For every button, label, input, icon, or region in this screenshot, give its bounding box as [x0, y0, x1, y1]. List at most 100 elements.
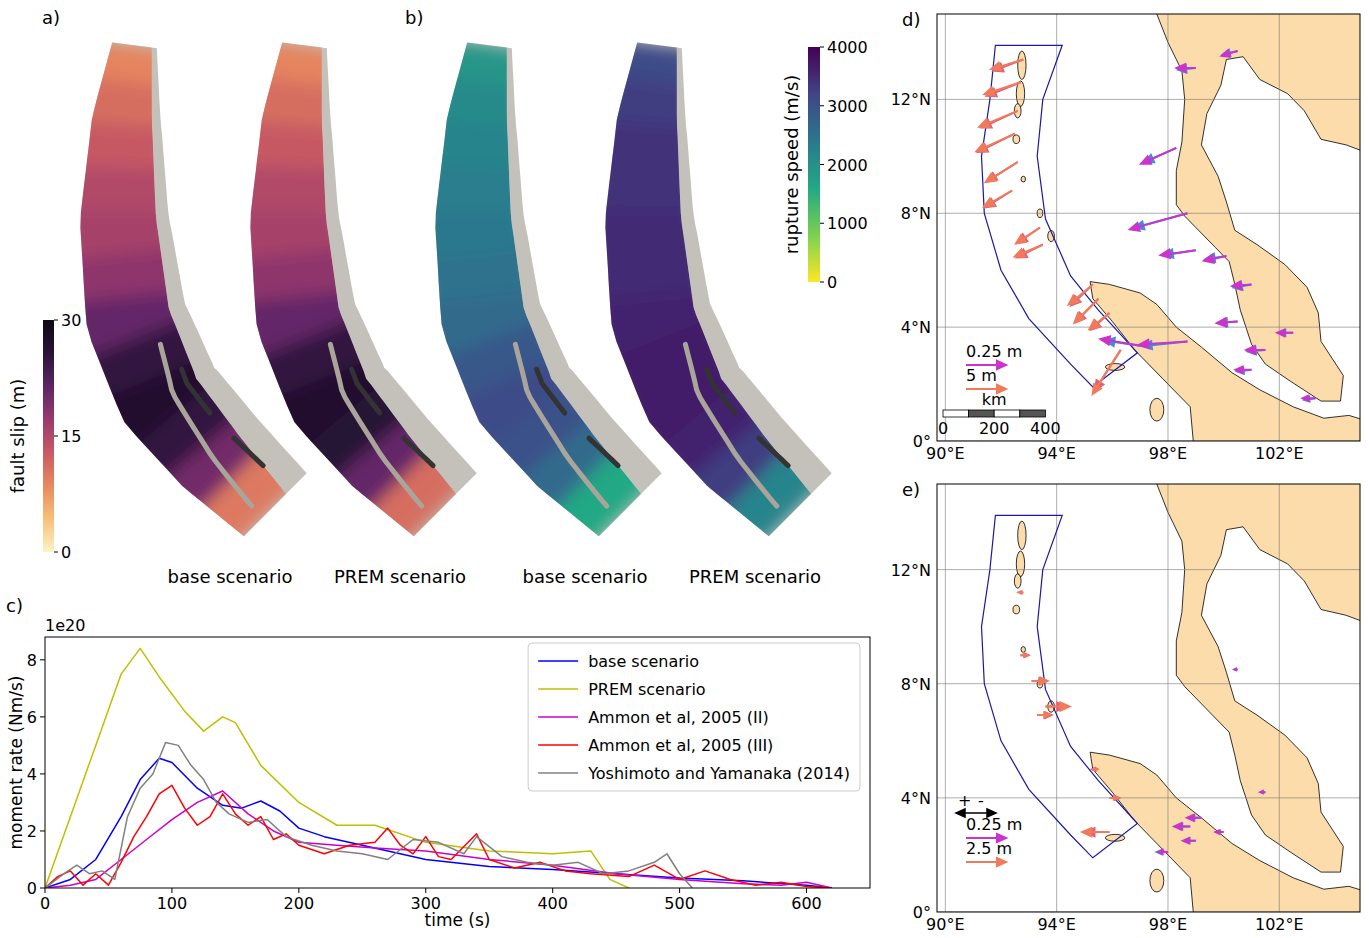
splay-fault: [182, 369, 210, 413]
colorbar-tick-label: 3000: [827, 97, 868, 116]
splay-fault: [759, 438, 788, 465]
colorbar-tick: [820, 105, 824, 106]
island: [1016, 551, 1024, 577]
colorbar-tick: [54, 552, 58, 553]
displacement-arrow: [1277, 330, 1293, 337]
y-tick: [40, 830, 45, 831]
island: [1021, 176, 1025, 182]
y-tick-label: 4°N: [901, 318, 931, 337]
x-tick-label: 0: [40, 894, 50, 913]
grid-line: [937, 213, 1360, 214]
grid-line: [937, 683, 1360, 684]
y-tick-label: 0°: [913, 432, 931, 451]
panel-letter: a): [42, 7, 60, 28]
displacement-arrow: [1187, 815, 1201, 821]
displacement-arrow: [1236, 367, 1252, 374]
legend-label: base scenario: [588, 652, 699, 671]
y-tick-label: 0°: [913, 903, 931, 922]
legend-swatch: [538, 744, 578, 746]
fault-trace: [515, 344, 606, 506]
displacement-arrow: [1032, 678, 1048, 685]
displacement-arrow: [985, 82, 1021, 95]
colorbar-tick: [820, 164, 824, 165]
scale-arrow-label: 2.5 m: [966, 839, 1012, 858]
displacement-arrow: [1069, 284, 1093, 304]
x-tick-label: 500: [664, 894, 695, 913]
scale-arrow-label: 0.25 m: [966, 815, 1022, 834]
grid-line: [937, 99, 1360, 100]
island: [1018, 521, 1026, 550]
figure: a)base scenarioPREM scenario01530fault s…: [0, 0, 1369, 938]
scale-arrow-label: 5 m: [966, 366, 997, 385]
grid-line: [1167, 14, 1168, 441]
y-tick: [40, 773, 45, 774]
legend-label: Ammon et al, 2005 (III): [588, 736, 773, 755]
displacement-arrow: [1183, 838, 1196, 843]
displacement-arrow: [1019, 592, 1024, 594]
scale-bar-title: km: [982, 390, 1007, 409]
displacement-arrow: [977, 134, 1015, 152]
colorbar-tick-label: 0: [827, 273, 837, 292]
y-axis-title: moment rate (Nm/s): [6, 676, 26, 850]
fault-trace: [160, 344, 251, 506]
displacement-arrow: [1016, 228, 1040, 244]
splay-fault: [537, 369, 565, 413]
displacement-arrow: [1232, 281, 1251, 289]
x-tick: [45, 888, 46, 893]
scale-bar-tick-label: 400: [1030, 419, 1061, 438]
grid-line: [1056, 14, 1057, 441]
x-tick-label: 200: [284, 894, 315, 913]
axis-offset-label: 1e20: [45, 616, 85, 635]
displacement-arrow: [1261, 791, 1266, 793]
direction-label: +: [958, 791, 971, 810]
legend-swatch: [538, 688, 578, 690]
fault-values: [234, 40, 468, 547]
plot-frame: [45, 637, 870, 888]
legend-label: PREM scenario: [588, 680, 706, 699]
colorbar-tick-label: 15: [61, 427, 81, 446]
grid-line: [1056, 484, 1057, 912]
displacement-arrow: [1234, 669, 1237, 670]
scale-bar-segment: [1020, 410, 1046, 417]
colorbar-tick: [54, 436, 58, 437]
colorbar-title: fault slip (m): [7, 379, 28, 494]
scale-bar-tick-label: 0: [938, 419, 948, 438]
displacement-arrow: [1046, 703, 1070, 711]
colorbar-tick: [820, 282, 824, 283]
x-axis-title: time (s): [425, 910, 491, 930]
displacement-arrow: [986, 162, 1018, 182]
island: [1150, 869, 1164, 892]
x-tick-label: 98°E: [1149, 444, 1187, 463]
colorbar-title: rupture speed (m/s): [781, 75, 802, 255]
displacement-arrow: [1110, 796, 1118, 799]
x-tick-label: 94°E: [1037, 444, 1075, 463]
scale-bar-tick-label: 200: [979, 419, 1010, 438]
displacement-arrow: [1093, 350, 1121, 394]
direction-label: -: [978, 791, 984, 810]
x-tick-label: 600: [791, 894, 822, 913]
panel-letter: b): [405, 7, 423, 28]
fault-panel: [589, 40, 832, 547]
scenario-label: PREM scenario: [689, 566, 821, 587]
panel-letter: e): [902, 479, 920, 500]
x-tick: [552, 888, 553, 893]
panel-letter: d): [902, 9, 920, 30]
y-tick-label: 8°N: [901, 204, 931, 223]
displacement-arrow: [1090, 313, 1110, 329]
fault-cells: [234, 40, 468, 547]
displacement-arrow: [1141, 148, 1176, 164]
displacement-arrow: [1037, 712, 1051, 718]
island: [1018, 51, 1026, 79]
grid-line: [1279, 14, 1280, 441]
splay-fault: [234, 438, 263, 465]
displacement-arrow: [1177, 64, 1196, 72]
x-tick-label: 102°E: [1255, 915, 1304, 934]
displacement-arrow: [1021, 654, 1027, 657]
x-tick: [171, 888, 172, 893]
y-tick: [40, 888, 45, 889]
displacement-arrow: [1158, 850, 1168, 854]
y-tick: [40, 716, 45, 717]
island: [1013, 135, 1020, 144]
y-tick-label: 4: [27, 765, 37, 784]
y-tick-label: 2: [27, 822, 37, 841]
